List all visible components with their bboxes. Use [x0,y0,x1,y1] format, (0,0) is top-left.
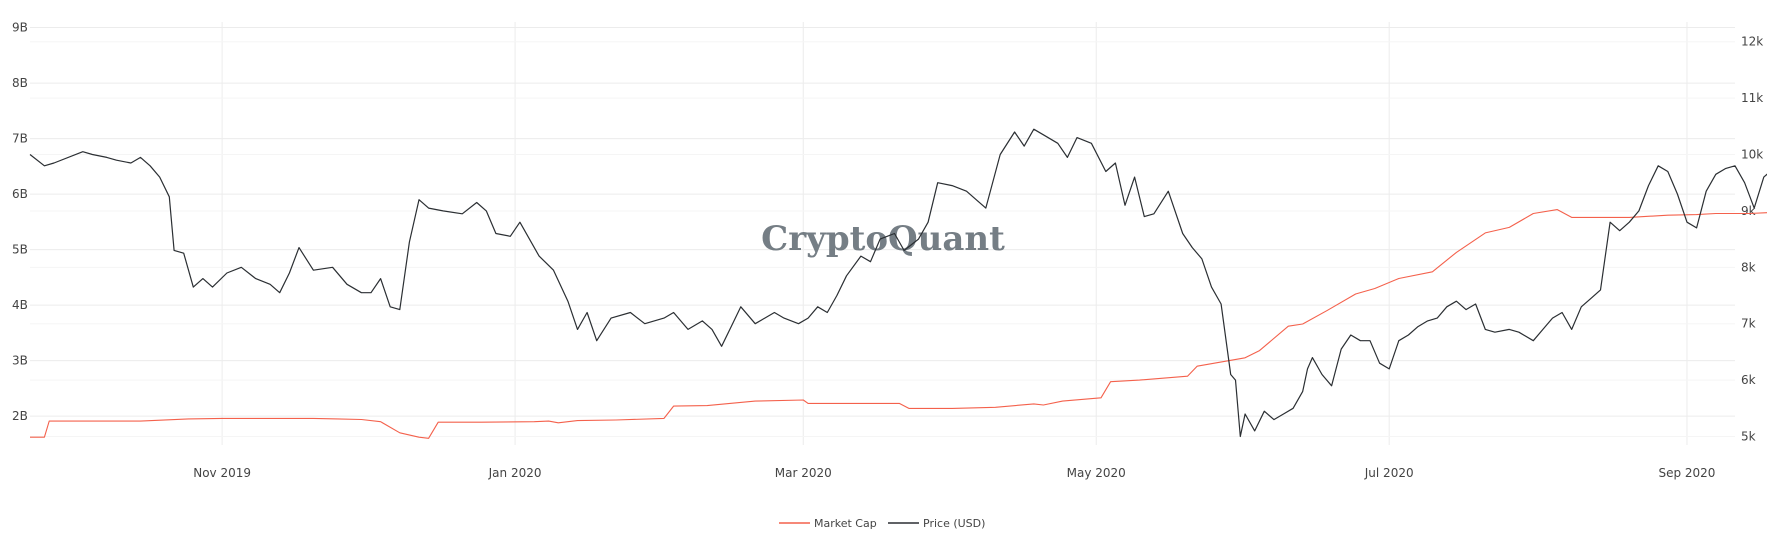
y-right-tick-label: 9k [1741,204,1756,218]
x-tick-label: Nov 2019 [193,466,251,480]
y-left-tick-label: 8B [12,76,28,90]
y-right-tick-label: 12k [1741,35,1763,49]
y-right-tick-label: 6k [1741,373,1756,387]
x-tick-label: Jan 2020 [488,466,542,480]
y-right-tick-label: 8k [1741,260,1756,274]
legend-item-price[interactable]: Price (USD) [888,517,985,530]
y-left-tick-label: 6B [12,187,28,201]
y-left-tick-label: 4B [12,298,28,312]
left-y-axis: 2B 3B 4B 5B 6B 7B 8B 9B [12,21,28,424]
grid-layer [30,22,1735,445]
y-left-tick-label: 7B [12,132,28,146]
x-axis: Nov 2019 Jan 2020 Mar 2020 May 2020 Jul 2020… [193,466,1715,480]
y-right-tick-label: 10k [1741,148,1763,162]
y-left-tick-label: 5B [12,243,28,257]
x-tick-label: May 2020 [1067,466,1126,480]
series-line-price [29,128,1767,438]
y-right-tick-label: 7k [1741,317,1756,331]
y-right-tick-label: 11k [1741,91,1763,105]
legend: Market Cap Price (USD) [779,517,985,530]
x-tick-label: Mar 2020 [775,466,832,480]
series-line-market-cap [30,209,1767,439]
right-y-axis: 5k 6k 7k 8k 9k 10k 11k 12k [1741,35,1763,444]
y-left-tick-label: 3B [12,354,28,368]
x-tick-label: Sep 2020 [1658,466,1715,480]
legend-label-market-cap: Market Cap [814,517,877,530]
x-tick-label: Jul 2020 [1364,466,1414,480]
legend-label-price: Price (USD) [923,517,985,530]
y-right-tick-label: 5k [1741,430,1756,444]
series-layer [29,128,1767,439]
y-left-tick-label: 9B [12,21,28,35]
watermark-logo: CryptoQuant [761,219,1005,259]
legend-item-market-cap[interactable]: Market Cap [779,517,877,530]
y-left-tick-label: 2B [12,409,28,423]
